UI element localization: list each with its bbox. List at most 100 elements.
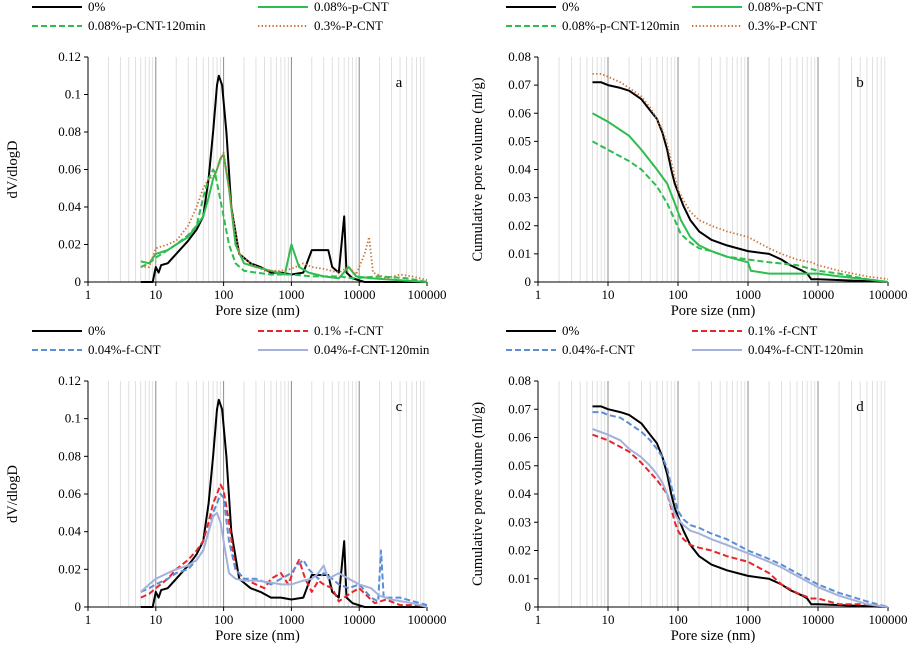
y-axis-label: Cumulative pore volume (ml/g) xyxy=(470,77,486,261)
y-tick-label: 0.12 xyxy=(58,49,81,64)
y-tick-label: 0.02 xyxy=(58,561,81,576)
legend-label: 0% xyxy=(562,324,580,338)
x-axis-label: Pore size (nm) xyxy=(671,628,756,644)
x-tick-label: 10000 xyxy=(802,612,835,627)
y-tick-label: 0 xyxy=(525,274,532,289)
legend-label: 0.04%-f-CNT xyxy=(88,342,161,357)
series-line-2 xyxy=(140,153,428,283)
y-tick-label: 0.04 xyxy=(508,162,531,177)
series-line-2 xyxy=(140,483,427,607)
chart-panel-d: 0 0.01 0.02 0.03 0.04 0.05 0.06 0.07 0.08 1 10 100 1… xyxy=(458,324,916,648)
legend-label: 0.08%-p-CNT xyxy=(748,0,823,14)
series-line-3 xyxy=(140,168,428,283)
legend-label: 0.08%-p-CNT-120min xyxy=(562,18,680,33)
y-tick-label: 0.02 xyxy=(508,543,531,558)
legend-label: 0% xyxy=(88,0,106,14)
y-tick-label: 0.02 xyxy=(508,218,531,233)
y-tick-label: 0.02 xyxy=(58,237,81,252)
series-line-3 xyxy=(592,140,889,283)
x-tick-label: 100000 xyxy=(408,612,447,627)
y-tick-label: 0.08 xyxy=(58,124,81,139)
y-tick-label: 0.04 xyxy=(508,486,531,501)
x-tick-label: 100000 xyxy=(869,287,908,302)
chart-panel-a: 0 0.02 0.04 0.06 0.08 0.1 0.12 1 10 100 1000 10000 1… xyxy=(0,0,458,324)
y-tick-label: 0 xyxy=(75,274,82,289)
panel-letter: d xyxy=(856,399,864,415)
x-tick-label: 100 xyxy=(668,287,688,302)
x-tick-label: 1000 xyxy=(735,287,761,302)
series-line-1 xyxy=(592,81,889,283)
y-tick-label: 0.1 xyxy=(65,87,81,102)
y-tick-label: 0.01 xyxy=(508,246,531,261)
y-tick-label: 0 xyxy=(75,599,82,614)
legend-label: 0.1% -f-CNT xyxy=(314,324,383,338)
panel-letter: c xyxy=(396,399,403,415)
y-tick-label: 0.1 xyxy=(65,411,81,426)
chart-svg-b: 0 0.01 0.02 0.03 0.04 0.05 0.06 0.07 0.08 1 10 100 1… xyxy=(470,0,908,319)
legend-label: 0% xyxy=(88,324,106,338)
x-tick-label: 1 xyxy=(85,612,92,627)
x-tick-label: 10000 xyxy=(343,287,376,302)
y-tick-label: 0.07 xyxy=(508,77,531,92)
x-tick-label: 100000 xyxy=(408,287,447,302)
chart-svg-d: 0 0.01 0.02 0.03 0.04 0.05 0.06 0.07 0.08 1 10 100 1… xyxy=(470,324,908,644)
series-line-4 xyxy=(140,151,428,281)
legend-label: 0.04%-f-CNT-120min xyxy=(314,342,430,357)
legend-label: 0.1% -f-CNT xyxy=(748,324,817,338)
x-tick-label: 10000 xyxy=(343,612,376,627)
y-tick-label: 0.04 xyxy=(58,524,81,539)
y-axis-label: Cumulative pore volume (ml/g) xyxy=(470,402,486,586)
x-tick-label: 100 xyxy=(668,612,688,627)
x-tick-label: 10 xyxy=(602,612,615,627)
y-tick-label: 0.06 xyxy=(58,486,81,501)
y-tick-label: 0.06 xyxy=(508,105,531,120)
series-line-3 xyxy=(140,493,428,607)
y-tick-label: 0.03 xyxy=(508,190,531,205)
y-tick-label: 0.03 xyxy=(508,514,531,529)
y-tick-label: 0.04 xyxy=(58,199,81,214)
legend: 0% 0.1% -f-CNT 0.04%-f-CNT 0.04%-f-CNT-120m… xyxy=(506,324,864,357)
series-line-1 xyxy=(592,405,889,608)
y-axis-label: dV/dlogD xyxy=(5,465,21,523)
x-tick-label: 10 xyxy=(149,287,162,302)
y-tick-label: 0.08 xyxy=(508,373,531,388)
x-tick-label: 100000 xyxy=(869,612,908,627)
chart-panel-b: 0 0.01 0.02 0.03 0.04 0.05 0.06 0.07 0.08 1 10 100 1… xyxy=(458,0,916,324)
y-tick-label: 0.06 xyxy=(58,162,81,177)
legend-label: 0.04%-f-CNT-120min xyxy=(748,342,864,357)
x-tick-label: 1000 xyxy=(278,612,304,627)
plot-area xyxy=(140,74,428,283)
series-line-3 xyxy=(592,411,889,608)
grid-lines xyxy=(108,57,425,282)
series-line-4 xyxy=(592,428,889,608)
x-tick-label: 10 xyxy=(149,612,162,627)
y-axis-label: dV/dlogD xyxy=(5,141,21,199)
legend-label: 0.08%-p-CNT xyxy=(314,0,389,14)
x-axis-label: Pore size (nm) xyxy=(215,303,300,319)
plot-area xyxy=(592,73,889,283)
y-tick-label: 0.05 xyxy=(508,133,531,148)
x-axis-label: Pore size (nm) xyxy=(215,628,300,644)
legend-label: 0.04%-f-CNT xyxy=(562,342,635,357)
grid-lines xyxy=(558,381,886,607)
plot-area xyxy=(592,405,889,608)
x-tick-label: 1 xyxy=(85,287,92,302)
series-line-2 xyxy=(592,112,889,283)
panel-letter: a xyxy=(396,75,403,91)
x-tick-label: 100 xyxy=(214,287,234,302)
legend-label: 0.3%-P-CNT xyxy=(314,18,383,33)
x-tick-label: 1000 xyxy=(735,612,761,627)
y-tick-label: 0.08 xyxy=(58,448,81,463)
plot-area xyxy=(140,398,428,608)
series-line-1 xyxy=(140,74,427,283)
x-tick-label: 1 xyxy=(535,287,542,302)
legend-label: 0.3%-P-CNT xyxy=(748,18,817,33)
y-tick-label: 0.08 xyxy=(508,49,531,64)
x-tick-label: 10000 xyxy=(802,287,835,302)
y-tick-label: 0 xyxy=(525,599,532,614)
legend: 0% 0.08%-p-CNT 0.08%-p-CNT-120min 0.3%-P-CN… xyxy=(32,0,389,33)
grid-lines xyxy=(108,381,425,607)
chart-svg-c: 0 0.02 0.04 0.06 0.08 0.1 0.12 1 10 100 1000 10000 1… xyxy=(5,324,447,644)
chart-svg-a: 0 0.02 0.04 0.06 0.08 0.1 0.12 1 10 100 1000 10000 1… xyxy=(5,0,447,319)
legend-label: 0.08%-p-CNT-120min xyxy=(88,18,206,33)
